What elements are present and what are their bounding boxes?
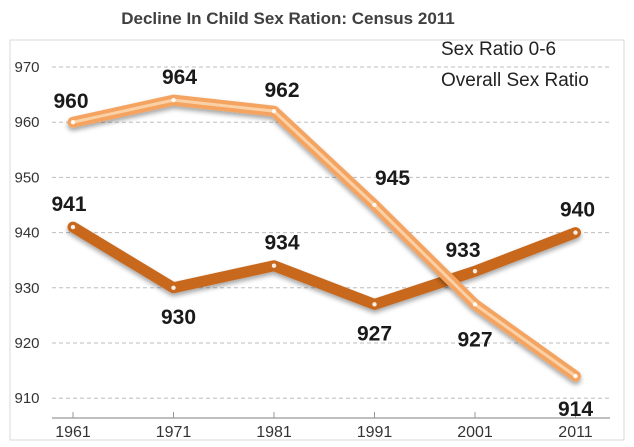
legend: Sex Ratio 0-6 Overall Sex Ratio [369,39,589,91]
data-point [472,302,478,307]
data-label: 930 [161,306,196,329]
series-line-highlight [71,98,577,378]
legend-label: Sex Ratio 0-6 [441,39,556,60]
data-point [472,269,478,274]
x-tick-label: 1971 [156,424,192,441]
data-point [70,120,76,125]
chart-frame [9,39,625,441]
series-line [67,94,581,382]
data-label: 960 [53,90,88,113]
chart-title: Decline In Child Sex Ration: Census 2011 [121,9,455,28]
data-labels: 960 964 962 945 927 914 941 930 934 927 933 940 [51,66,595,421]
x-tick-label: 2011 [558,424,593,441]
legend-label: Overall Sex Ratio [441,70,589,91]
data-point [271,108,277,114]
data-label: 927 [357,322,392,345]
series [67,94,581,382]
series-overall-sex-ratio [67,221,581,310]
data-label: 934 [264,232,299,255]
grid [52,66,610,399]
y-tick-label: 910 [14,390,39,407]
data-point [573,230,578,235]
x-tick-label: 2001 [457,424,493,441]
data-point [171,285,176,290]
y-tick-label: 960 [14,114,39,131]
x-tick-label: 1981 [256,424,292,441]
data-point [372,202,377,208]
y-tick-label: 920 [14,335,39,352]
data-label: 933 [445,239,480,262]
series-line [67,221,581,310]
data-label: 927 [457,328,492,351]
y-tick-label: 930 [14,280,39,297]
data-label: 964 [162,66,197,89]
data-point [171,97,176,103]
data-point [573,373,578,379]
data-label: 941 [51,193,86,216]
y-tick-label: 950 [14,169,39,186]
data-point [372,302,377,307]
data-label: 945 [375,167,410,190]
y-tick-label: 970 [14,59,39,76]
x-tick-label: 1961 [55,424,91,441]
series-sex-ratio-0-6 [67,94,581,382]
data-label: 914 [558,398,593,421]
data-label: 940 [560,199,595,222]
axes: 970 960 950 940 930 920 910 1961 1971 1981 1991 200… [9,39,625,441]
data-label: 962 [264,79,299,102]
data-point [271,263,277,268]
y-tick-label: 940 [14,225,39,242]
data-point [70,224,76,230]
x-tick-label: 1991 [357,424,393,441]
